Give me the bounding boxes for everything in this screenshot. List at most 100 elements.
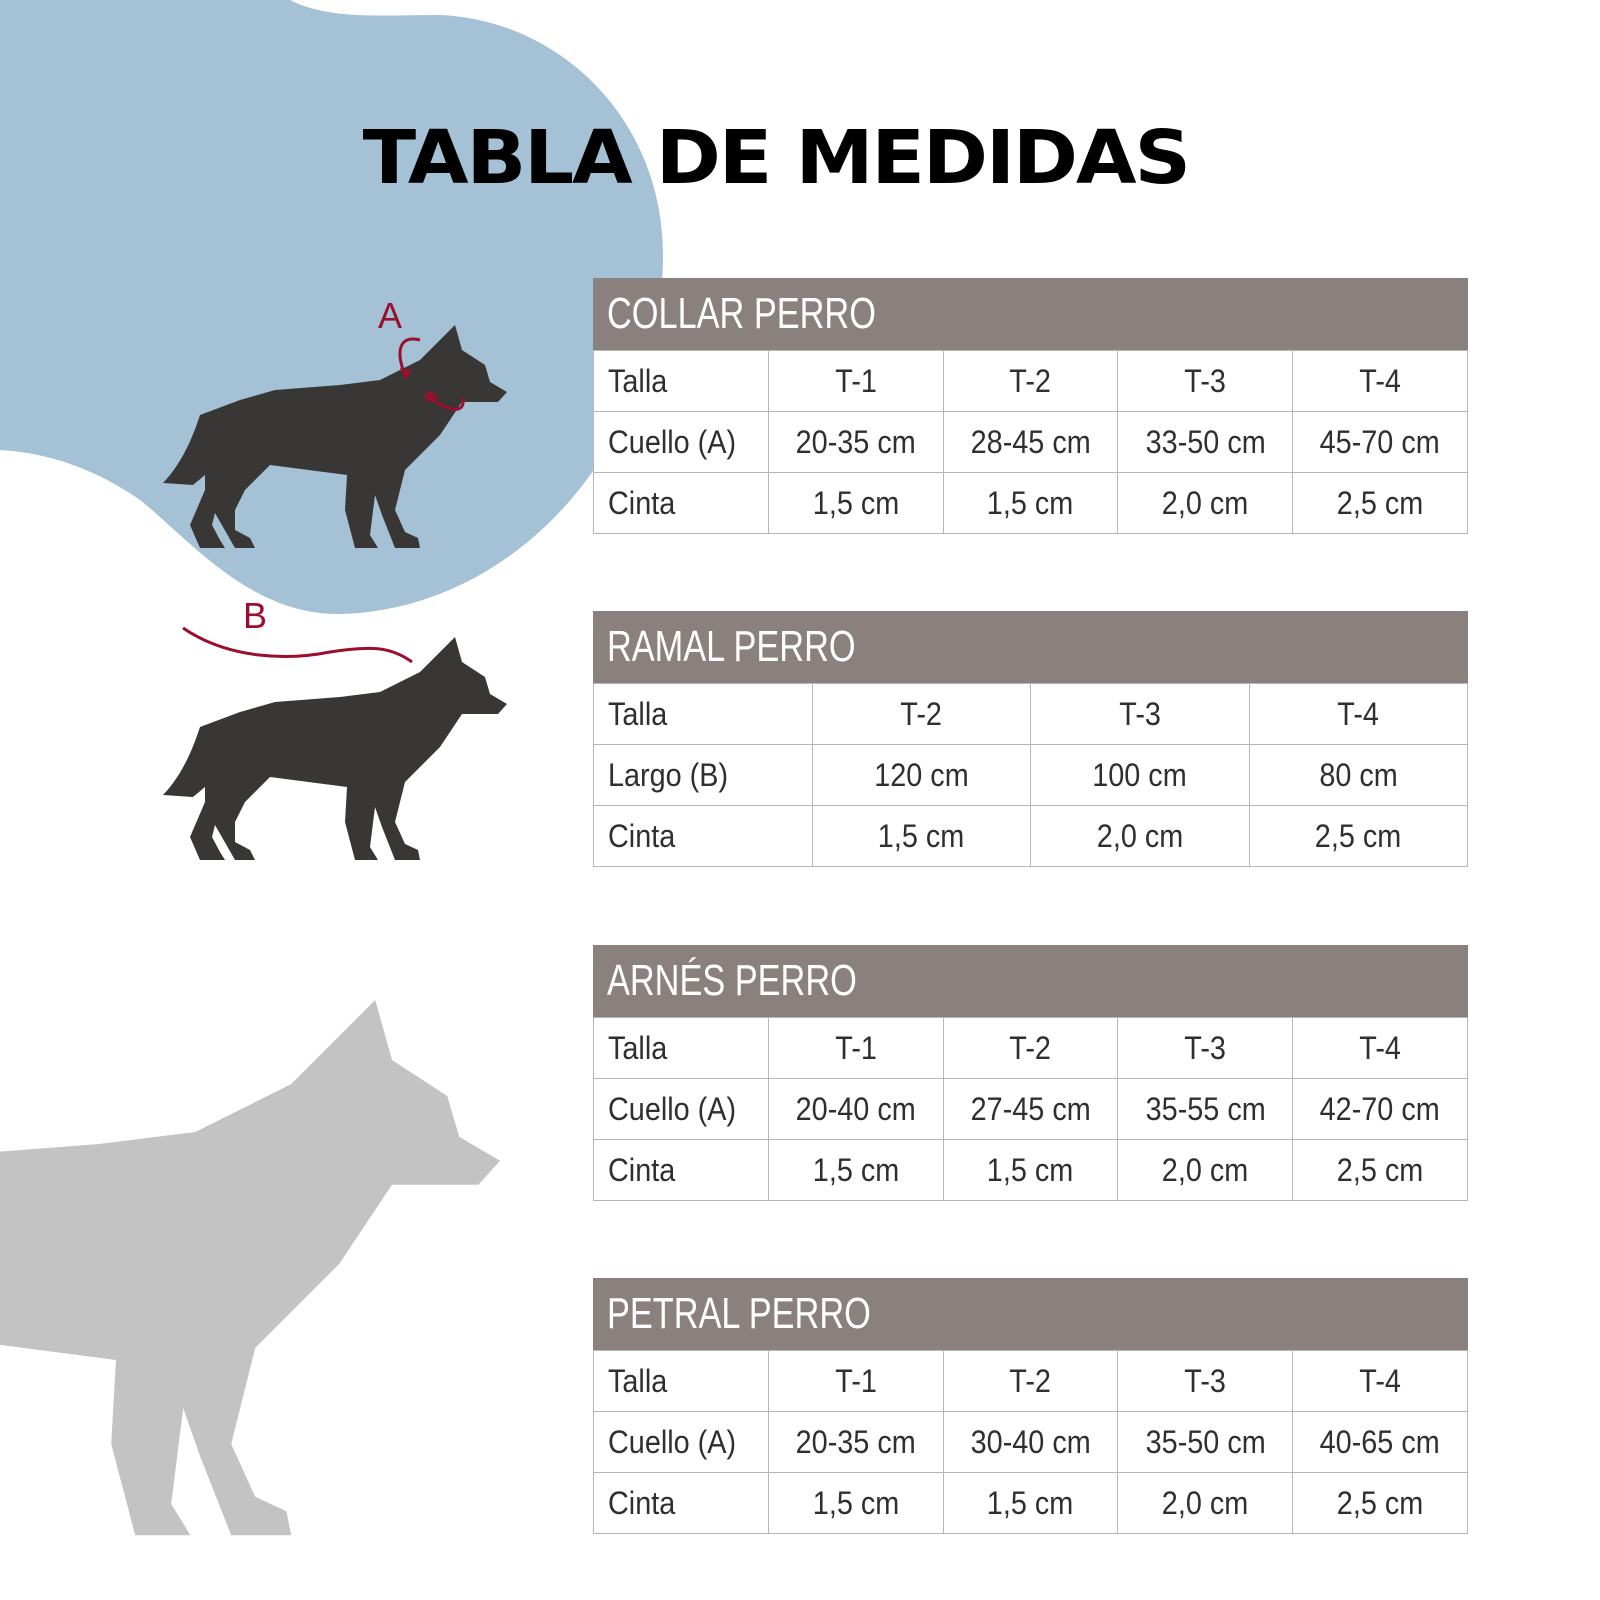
label-b: B [243, 595, 267, 636]
table-cell: T-2 [942, 1350, 1119, 1412]
arrowhead-icon [400, 368, 440, 402]
row-label: Cuello (A) [593, 411, 769, 473]
cell-text: Talla [608, 362, 668, 399]
size-table-collar: COLLAR PERRO Talla T-1 T-2 T-3 T-4 Cuello (A) 2… [593, 278, 1468, 534]
table-cell: 20-40 cm [767, 1078, 944, 1140]
table-title: ARNÉS PERRO [593, 945, 1468, 1017]
cell-text: 42-70 cm [1320, 1090, 1441, 1127]
row-label: Largo (B) [593, 744, 813, 806]
cell-text: 1,5 cm [987, 484, 1074, 521]
table-cell: 35-55 cm [1117, 1078, 1294, 1140]
table-cell: 35-50 cm [1117, 1411, 1294, 1473]
cell-text: T-2 [900, 695, 943, 732]
row-label: Cuello (A) [593, 1078, 769, 1140]
row-label: Cinta [593, 805, 813, 867]
cell-text: 20-35 cm [795, 1423, 916, 1460]
cell-text: 1,5 cm [987, 1151, 1074, 1188]
cell-text: 2,0 cm [1162, 1484, 1249, 1521]
row-label: Cinta [593, 1472, 769, 1534]
cell-text: T-1 [834, 1362, 877, 1399]
table-cell: T-3 [1117, 350, 1294, 412]
cell-text: T-4 [1359, 362, 1401, 399]
cell-text: 120 cm [874, 756, 969, 793]
cell-text: 30-40 cm [970, 1423, 1091, 1460]
cell-text: 40-65 cm [1320, 1423, 1441, 1460]
cell-text: 1,5 cm [987, 1484, 1074, 1521]
table-cell: 1,5 cm [767, 472, 944, 534]
table-cell: 20-35 cm [767, 411, 944, 473]
table-cell: T-1 [767, 1350, 944, 1412]
cell-text: 1,5 cm [812, 1484, 899, 1521]
row-label: Cuello (A) [593, 1411, 769, 1473]
table-cell: T-4 [1292, 350, 1468, 412]
table-cell: 120 cm [811, 744, 1031, 806]
table-cell: 1,5 cm [942, 1472, 1119, 1534]
table-cell: 1,5 cm [767, 1472, 944, 1534]
table-cell: T-1 [767, 350, 944, 412]
cell-text: T-2 [1009, 362, 1052, 399]
table-title-text: ARNÉS PERRO [607, 956, 857, 1005]
table-title-text: PETRAL PERRO [607, 1289, 871, 1338]
cell-text: Cinta [608, 484, 676, 521]
cell-text: 80 cm [1319, 756, 1398, 793]
table-row: Cuello (A) 20-40 cm 27-45 cm 35-55 cm 42-70 … [593, 1078, 1468, 1140]
page-title: TABLA DE MEDIDAS [328, 118, 1224, 198]
size-table-ramal: RAMAL PERRO Talla T-2 T-3 T-4 Largo (B) 120 cm… [593, 611, 1468, 867]
cell-text: 45-70 cm [1320, 423, 1441, 460]
cell-text: 35-50 cm [1145, 1423, 1266, 1460]
table-cell: 33-50 cm [1117, 411, 1294, 473]
cell-text: 100 cm [1092, 756, 1187, 793]
cell-text: Largo (B) [608, 756, 729, 793]
table-row: Talla T-1 T-2 T-3 T-4 [593, 1350, 1468, 1412]
table-row: Talla T-1 T-2 T-3 T-4 [593, 1017, 1468, 1079]
row-label: Talla [593, 350, 769, 412]
cell-text: 1,5 cm [878, 817, 965, 854]
table-cell: 30-40 cm [942, 1411, 1119, 1473]
table-cell: T-4 [1292, 1350, 1468, 1412]
cell-text: T-2 [1009, 1029, 1052, 1066]
table-cell: T-1 [767, 1017, 944, 1079]
table-title: PETRAL PERRO [593, 1278, 1468, 1350]
cell-text: T-1 [834, 362, 877, 399]
table-row: Talla T-2 T-3 T-4 [593, 683, 1468, 745]
table-row: Cuello (A) 20-35 cm 30-40 cm 35-50 cm 40-65 … [593, 1411, 1468, 1473]
dog-leash-silhouette [163, 637, 507, 860]
table-cell: T-4 [1248, 683, 1468, 745]
table-row: Cinta 1,5 cm 2,0 cm 2,5 cm [593, 805, 1468, 867]
cell-text: 2,0 cm [1096, 817, 1183, 854]
table-body: Talla T-1 T-2 T-3 T-4 Cuello (A) 20-40 cm 27-45… [593, 1017, 1468, 1201]
table-cell: 28-45 cm [942, 411, 1119, 473]
table-cell: 1,5 cm [942, 1139, 1119, 1201]
title-text: TABLA DE MEDIDAS [362, 115, 1191, 201]
table-cell: 42-70 cm [1292, 1078, 1468, 1140]
cell-text: T-3 [1184, 362, 1227, 399]
table-cell: 80 cm [1248, 744, 1468, 806]
table-cell: 100 cm [1030, 744, 1250, 806]
table-cell: T-3 [1117, 1017, 1294, 1079]
cell-text: Talla [608, 1029, 668, 1066]
cell-text: 1,5 cm [812, 484, 899, 521]
cell-text: Talla [608, 1362, 668, 1399]
table-title-text: RAMAL PERRO [607, 622, 856, 671]
cell-text: 2,0 cm [1162, 1151, 1249, 1188]
cell-text: 20-40 cm [795, 1090, 916, 1127]
table-row: Cinta 1,5 cm 1,5 cm 2,0 cm 2,5 cm [593, 472, 1468, 534]
cell-text: Cuello (A) [608, 1090, 737, 1127]
cell-text: 20-35 cm [795, 423, 916, 460]
row-label: Talla [593, 1350, 769, 1412]
table-row: Cinta 1,5 cm 1,5 cm 2,0 cm 2,5 cm [593, 1139, 1468, 1201]
cell-text: 27-45 cm [970, 1090, 1091, 1127]
table-title: RAMAL PERRO [593, 611, 1468, 683]
cell-text: Cuello (A) [608, 1423, 737, 1460]
table-cell: 40-65 cm [1292, 1411, 1468, 1473]
table-cell: 20-35 cm [767, 1411, 944, 1473]
cell-text: Cinta [608, 1151, 676, 1188]
table-cell: 27-45 cm [942, 1078, 1119, 1140]
table-cell: 1,5 cm [811, 805, 1031, 867]
leash-length-line [182, 626, 413, 664]
size-table-arnes: ARNÉS PERRO Talla T-1 T-2 T-3 T-4 Cuello (A) 20… [593, 945, 1468, 1201]
cell-text: 2,5 cm [1336, 1151, 1424, 1188]
table-cell: T-2 [942, 1017, 1119, 1079]
row-label: Cinta [593, 1139, 769, 1201]
cell-text: 33-50 cm [1145, 423, 1266, 460]
